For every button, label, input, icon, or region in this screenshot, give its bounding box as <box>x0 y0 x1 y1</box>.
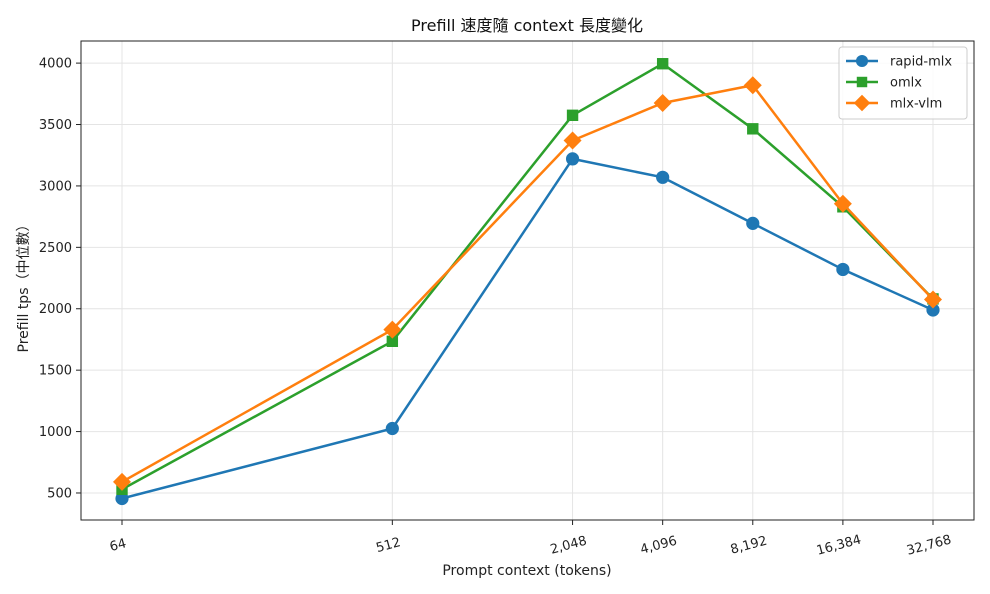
rapid-mlx-point <box>746 216 760 230</box>
omlx-point <box>656 58 669 70</box>
x-tick-label: 8,192 <box>729 534 769 558</box>
mlx-vlm-point <box>653 94 672 113</box>
chart-title: Prefill 速度隨 context 長度變化 <box>411 16 643 35</box>
legend-marker <box>853 94 871 112</box>
mlx-vlm-point <box>924 290 942 309</box>
y-tick-label: 1000 <box>39 425 72 440</box>
rapid-mlx-line <box>120 157 935 500</box>
mlx-vlm-point <box>563 131 582 150</box>
x-tick-label: 512 <box>374 535 402 556</box>
x-tick-label: 16,384 <box>815 532 863 558</box>
legend-label: mlx-vlm <box>890 97 942 112</box>
y-tick-label: 1500 <box>39 364 72 379</box>
y-axis-title: Prefill tps（中位數） <box>16 218 32 353</box>
y-tick-label: 2500 <box>39 241 72 256</box>
y-tick-label: 3500 <box>39 118 72 133</box>
mlx-vlm-point <box>833 194 852 213</box>
omlx-point <box>386 335 399 347</box>
x-axis-title: Prompt context (tokens) <box>442 563 611 579</box>
series-rapid-mlx <box>115 152 940 506</box>
legend: rapid-mlx omlx mlx-vlm <box>838 46 968 120</box>
legend-label: rapid-mlx <box>890 55 952 70</box>
rapid-mlx-point <box>115 491 129 506</box>
legend-entry: omlx <box>846 76 922 91</box>
rapid-mlx-point <box>836 262 850 277</box>
mlx-vlm-point <box>383 320 402 339</box>
legend-marker <box>855 54 869 68</box>
series <box>113 58 942 506</box>
x-tick-label: 32,768 <box>905 532 953 558</box>
mlx-vlm-point <box>743 76 762 95</box>
legend-entry: mlx-vlm <box>846 94 942 112</box>
y-tick-label: 500 <box>47 486 72 501</box>
mlx-vlm-point <box>113 472 131 491</box>
y-tick-label: 3000 <box>39 179 72 194</box>
x-tick-label: 4,096 <box>639 534 679 558</box>
rapid-mlx-point <box>385 421 399 436</box>
omlx-point <box>747 123 759 135</box>
omlx-line <box>120 62 935 491</box>
y-tick-label: 2000 <box>39 302 72 317</box>
rapid-mlx-point <box>565 152 580 166</box>
legend-box <box>838 46 968 120</box>
plot-area-frame <box>80 40 975 521</box>
x-tick-label: 2,048 <box>549 534 589 558</box>
y-tick-label: 4000 <box>39 57 72 72</box>
series-mlx-vlm <box>113 76 942 491</box>
x-tick-label: 64 <box>108 536 128 555</box>
series-omlx <box>116 58 939 495</box>
omlx-point <box>566 109 579 122</box>
legend-marker <box>856 76 868 88</box>
legend-label: omlx <box>890 76 922 91</box>
legend-entry: rapid-mlx <box>846 55 952 70</box>
rapid-mlx-point <box>656 170 670 184</box>
rapid-mlx-point <box>926 303 940 317</box>
